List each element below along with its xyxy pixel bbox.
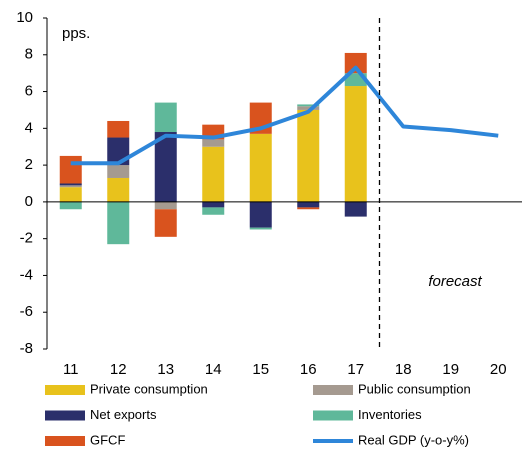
bar-segment bbox=[202, 201, 225, 208]
bar-segment bbox=[107, 201, 130, 245]
bar-segment bbox=[297, 109, 320, 202]
legend-label: Real GDP (y-o-y%) bbox=[358, 432, 469, 447]
x-tick-label: 14 bbox=[205, 361, 222, 378]
legend-label: Private consumption bbox=[90, 381, 208, 396]
bar-segment bbox=[59, 185, 82, 188]
legend-swatch bbox=[45, 436, 85, 446]
bar-segment bbox=[107, 120, 130, 138]
forecast-label: forecast bbox=[428, 273, 482, 290]
line bbox=[70, 65, 499, 166]
bar-segment bbox=[297, 104, 320, 107]
legend-swatch bbox=[45, 410, 85, 421]
bar-segment bbox=[154, 209, 177, 237]
y-tick-label: -2 bbox=[20, 230, 33, 247]
bar-segment bbox=[297, 106, 320, 110]
legend-label: GFCF bbox=[90, 432, 125, 447]
bar-segment bbox=[154, 201, 177, 210]
y-tick-label: 8 bbox=[25, 46, 33, 63]
bar-segment bbox=[59, 187, 82, 202]
bar-segment bbox=[297, 207, 320, 210]
y-tick-label: 2 bbox=[25, 156, 33, 173]
bar-segment bbox=[59, 183, 82, 186]
y-tick-label: 4 bbox=[25, 119, 33, 136]
x-tick-label: 19 bbox=[442, 361, 459, 378]
bar-segment bbox=[202, 146, 225, 202]
bar-segment bbox=[107, 165, 130, 178]
bar-segment bbox=[297, 201, 320, 208]
bar-segment bbox=[249, 133, 272, 202]
x-tick-label: 20 bbox=[490, 361, 507, 378]
x-tick-label: 13 bbox=[157, 361, 174, 378]
y-tick-label: -8 bbox=[20, 340, 33, 357]
bar-segment bbox=[249, 201, 272, 228]
legend-swatch bbox=[313, 385, 353, 395]
bar-segment bbox=[249, 227, 272, 230]
x-tick-label: 18 bbox=[395, 361, 412, 378]
legend-label: Net exports bbox=[90, 407, 157, 422]
legend-swatch bbox=[45, 385, 85, 395]
bar-segment bbox=[154, 132, 177, 202]
bar-segment bbox=[59, 201, 82, 210]
bar-segment bbox=[154, 102, 177, 133]
unit-label: pps. bbox=[62, 25, 90, 42]
bar-segment bbox=[344, 201, 367, 217]
bar-segment bbox=[202, 139, 225, 147]
y-tick-label: 10 bbox=[16, 9, 33, 26]
x-tick-label: 15 bbox=[252, 361, 269, 378]
x-tick-label: 12 bbox=[110, 361, 127, 378]
legend-swatch bbox=[313, 410, 353, 421]
legend-label: Inventories bbox=[358, 407, 422, 422]
x-tick-label: 16 bbox=[300, 361, 317, 378]
y-tick-label: -6 bbox=[20, 303, 33, 320]
bar-segment bbox=[344, 86, 367, 202]
bar-segment bbox=[107, 177, 130, 202]
legend-label: Public consumption bbox=[358, 381, 471, 396]
y-tick-label: 0 bbox=[25, 193, 33, 210]
x-tick-label: 17 bbox=[347, 361, 364, 378]
bar-segment bbox=[59, 155, 82, 184]
y-tick-label: 6 bbox=[25, 83, 33, 100]
x-tick-label: 11 bbox=[63, 361, 79, 378]
y-tick-label: -4 bbox=[20, 266, 33, 283]
bar-segment bbox=[344, 52, 367, 74]
bar-segment bbox=[202, 207, 225, 215]
